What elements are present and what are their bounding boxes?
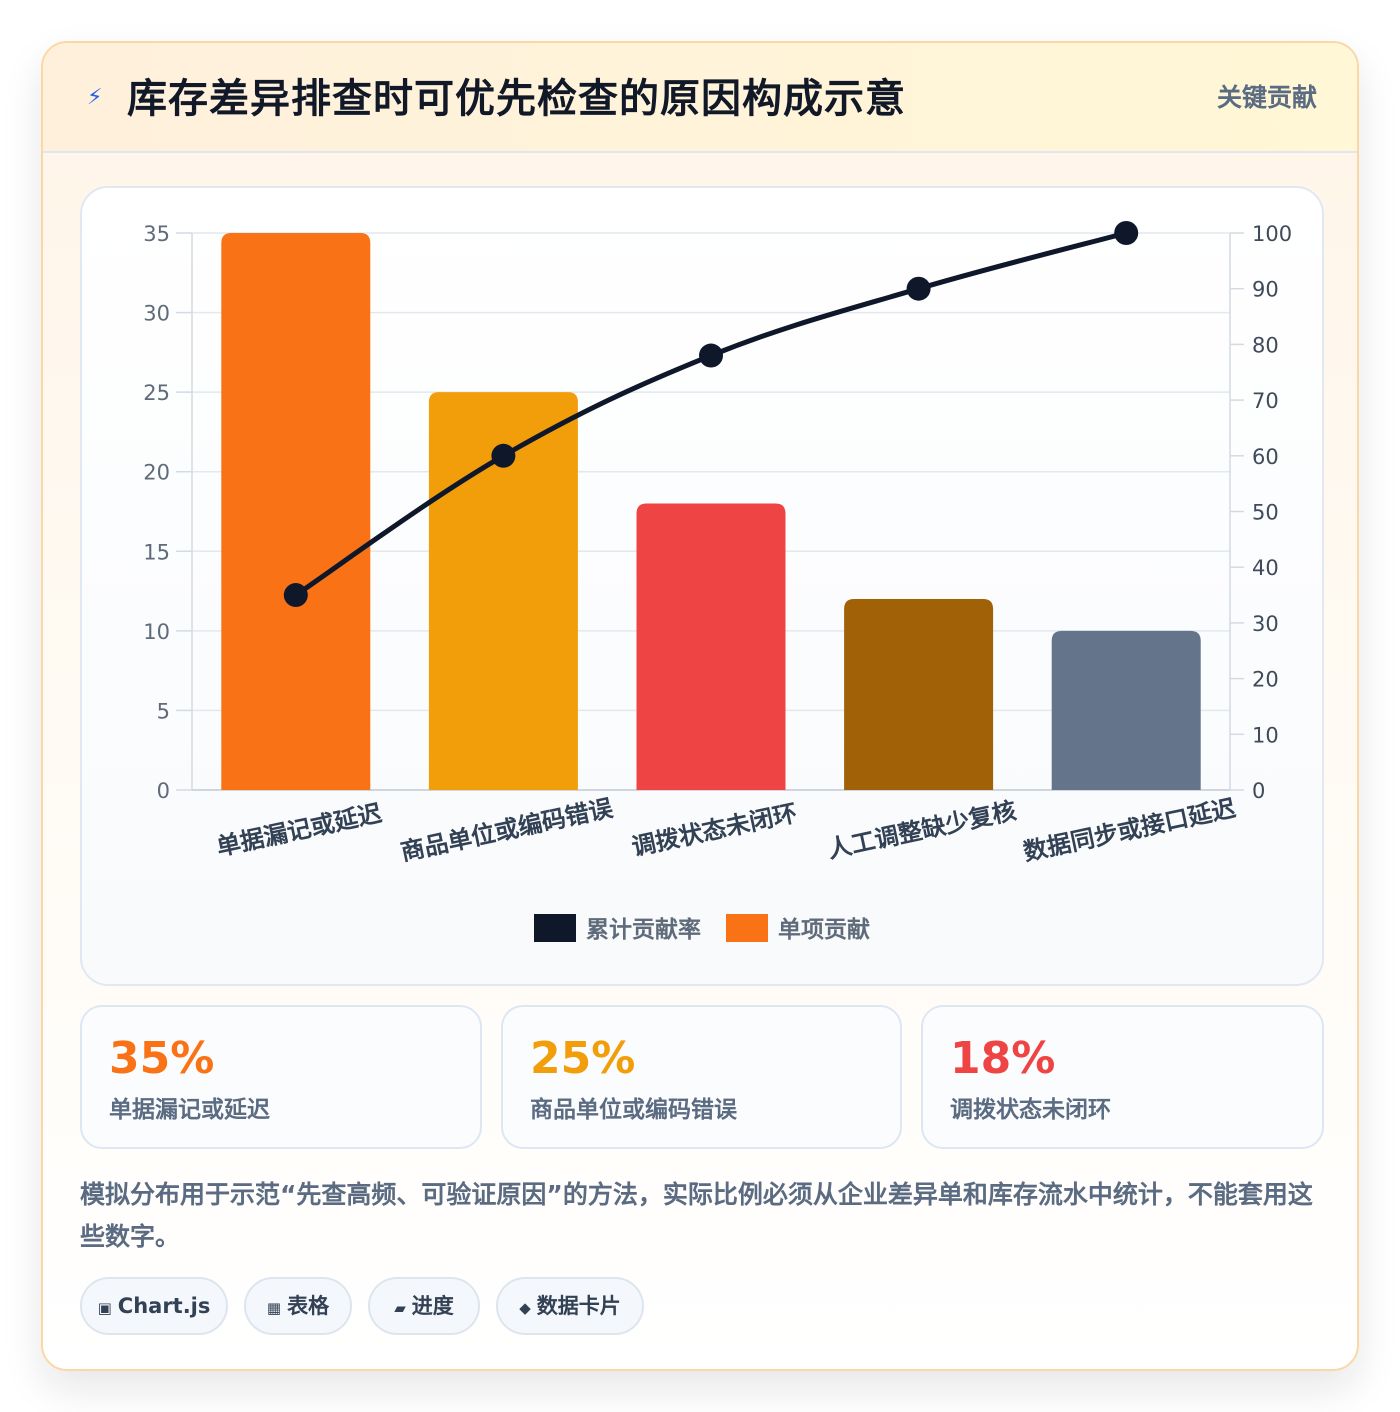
y-left-tick-label: 10 [143,620,170,644]
cumulative-point-1 [283,583,308,608]
bar-4 [844,599,994,790]
data-card-icon: ◆ [519,1299,531,1317]
stat-value: 35% [109,1033,215,1084]
tag-label: 数据卡片 [536,1294,621,1318]
y-left-tick-label: 25 [143,381,170,405]
tag-label: 进度 [411,1294,454,1318]
pareto-chart: 0 5 10 15 20 25 30 35 0 10 20 30 40 50 60 70 80 90 100 单据漏记… [143,221,1292,943]
cumulative-point-4 [906,276,931,301]
y-right-tick-label: 30 [1252,612,1279,636]
stat-card-1: 35% 单据漏记或延迟 [80,1005,482,1149]
y-right-tick-label: 40 [1252,556,1279,580]
pareto-chart-panel: 0 5 10 15 20 25 30 35 0 10 20 30 40 50 60 70 80 90 100 单据漏记… [80,186,1324,986]
tag-label: Chart.js [117,1294,211,1318]
legend-swatch-1 [534,914,576,942]
y-right-tick-label: 50 [1252,501,1279,525]
stat-value: 25% [530,1033,636,1084]
y-left-tick-label: 35 [143,222,170,246]
stat-label: 调拨状态未闭环 [950,1097,1111,1123]
bar-5 [1051,630,1201,790]
legend-label-1: 累计贡献率 [586,916,701,943]
y-right-tick-label: 0 [1252,779,1265,803]
cumulative-point-5 [1114,221,1139,245]
bar-3 [636,503,786,790]
cumulative-point-3 [699,343,723,368]
chart-icon: ▣ [97,1299,112,1317]
lightning-icon: ⚡ [87,85,103,110]
y-right-tick-label: 70 [1252,389,1279,413]
y-left-tick-label: 30 [143,302,170,326]
y-left-tick-label: 5 [157,699,170,723]
table-icon: ▦ [266,1299,282,1317]
x-tick-label: 数据同步或接口延迟 [1021,794,1238,866]
page-title: 库存差异排查时可优先检查的原因构成示意 [127,76,906,122]
tag-label: 表格 [287,1294,330,1318]
bar-1 [221,233,371,790]
tag-table[interactable]: ▦ 表格 [244,1277,352,1335]
cumulative-point-2 [491,443,516,468]
y-right-tick-label: 10 [1252,723,1279,747]
bar-2 [428,392,578,790]
stat-label: 单据漏记或延迟 [109,1097,270,1123]
chart-card: ⚡ 库存差异排查时可优先检查的原因构成示意 关键贡献 0 5 10 15 20 25 30 3… [41,41,1359,1371]
y-right-tick-label: 90 [1252,278,1279,302]
y-left-tick-label: 20 [143,461,170,485]
x-tick-label: 调拨状态未闭环 [629,799,799,861]
card-header: ⚡ 库存差异排查时可优先检查的原因构成示意 关键贡献 [43,43,1357,153]
stat-card-3: 18% 调拨状态未闭环 [921,1005,1324,1149]
y-left-tick-label: 0 [157,779,170,803]
legend-label-2: 单项贡献 [778,917,870,943]
tag-chartjs[interactable]: ▣ Chart.js [80,1277,228,1335]
y-left-tick-label: 15 [143,540,170,564]
y-right-tick-label: 80 [1252,333,1279,357]
disclaimer-note: 模拟分布用于示范“先查高频、可验证原因”的方法，实际比例必须从企业差异单和库存流… [80,1180,1313,1251]
x-tick-label: 人工调整缺少复核 [825,797,1019,864]
stat-label: 商品单位或编码错误 [530,1097,737,1123]
y-right-tick-label: 60 [1252,445,1279,469]
legend-swatch-2 [726,914,768,942]
stat-value: 18% [950,1033,1056,1084]
y-right-tick-label: 100 [1252,222,1292,246]
progress-icon: ▰ [394,1299,406,1317]
stat-card-2: 25% 商品单位或编码错误 [501,1005,902,1149]
tag-progress[interactable]: ▰ 进度 [368,1277,480,1335]
tag-data-card[interactable]: ◆ 数据卡片 [496,1277,644,1335]
header-badge: 关键贡献 [1216,83,1317,112]
x-tick-label: 单据漏记或延迟 [214,799,384,861]
y-right-tick-label: 20 [1252,668,1279,692]
x-tick-label: 商品单位或编码错误 [398,794,616,867]
